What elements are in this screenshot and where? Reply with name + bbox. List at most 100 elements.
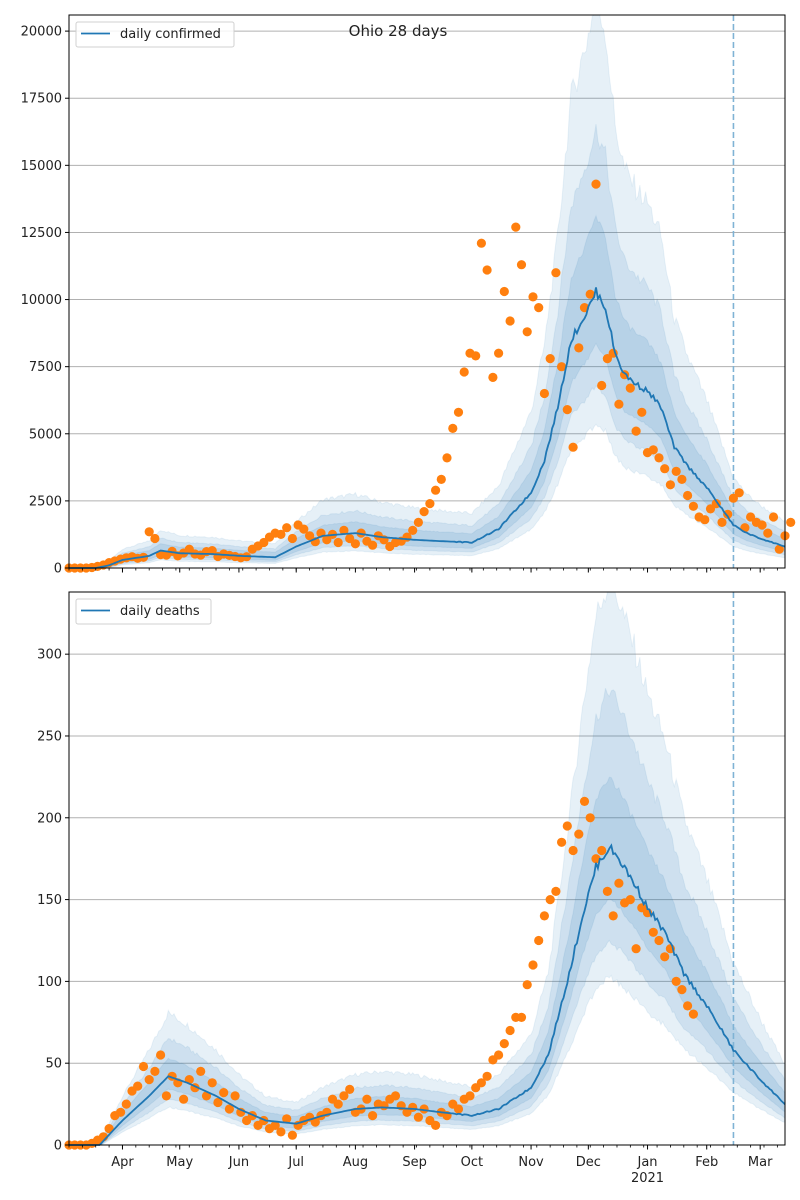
observed-point xyxy=(413,517,423,528)
observed-point xyxy=(597,380,607,391)
observed-point xyxy=(522,327,532,337)
observed-point xyxy=(522,980,532,990)
observed-point xyxy=(511,222,521,232)
observed-point xyxy=(505,316,515,326)
observed-point xyxy=(230,1091,240,1101)
observed-point xyxy=(219,1088,229,1098)
observed-point xyxy=(505,1025,515,1036)
x-tick-year-label: 2021 xyxy=(631,1171,664,1186)
observed-point xyxy=(196,1066,206,1076)
observed-point xyxy=(660,464,670,474)
observed-point xyxy=(516,260,527,270)
observed-point xyxy=(482,1071,492,1081)
observed-point xyxy=(476,1078,486,1088)
observed-point xyxy=(333,537,343,548)
observed-point xyxy=(631,426,641,436)
observed-point xyxy=(723,509,733,519)
deaths-legend-box xyxy=(75,598,212,625)
y-tick-label: 5000 xyxy=(29,427,62,442)
observed-point xyxy=(305,531,315,541)
observed-point xyxy=(683,1001,693,1011)
deaths-legend: daily deaths xyxy=(75,598,212,625)
x-tick-label: May xyxy=(166,1155,193,1170)
observed-point xyxy=(144,527,154,537)
observed-point xyxy=(591,179,601,189)
observed-point xyxy=(763,528,773,538)
observed-point xyxy=(648,445,658,455)
observed-point xyxy=(333,1099,343,1109)
observed-point xyxy=(471,351,481,361)
observed-point xyxy=(282,1114,292,1124)
observed-point xyxy=(368,540,378,550)
cases-legend-box xyxy=(75,21,235,48)
observed-point xyxy=(287,1130,297,1140)
observed-point xyxy=(734,488,744,498)
y-tick-label: 10000 xyxy=(21,293,62,308)
observed-point xyxy=(654,453,664,463)
observed-point xyxy=(602,886,613,897)
deaths-legend-label: daily deaths xyxy=(120,604,200,619)
observed-point xyxy=(476,238,486,248)
observed-point xyxy=(545,354,555,364)
observed-point xyxy=(482,265,492,275)
observed-point xyxy=(207,546,217,556)
observed-point xyxy=(465,1091,475,1101)
y-tick-label: 150 xyxy=(37,893,62,908)
y-tick-label: 300 xyxy=(37,648,62,663)
observed-point xyxy=(282,523,292,533)
observed-point xyxy=(453,1104,464,1114)
y-tick-label: 200 xyxy=(37,811,62,826)
observed-point xyxy=(625,895,635,905)
observed-point xyxy=(459,367,469,377)
deaths-axes: 0 50 100 150 200 250 300 Apr May Jun Jul Aug Sep Oct… xyxy=(37,591,786,1186)
observed-point xyxy=(786,517,796,528)
observed-point xyxy=(654,935,664,946)
observed-point xyxy=(677,985,687,995)
x-tick-label: Aug xyxy=(343,1155,368,1170)
observed-point xyxy=(368,1111,378,1121)
observed-point xyxy=(625,383,635,393)
observed-point xyxy=(144,1075,154,1085)
observed-point xyxy=(339,1091,349,1101)
deaths-y-ticks: 0 50 100 150 200 250 300 xyxy=(37,648,69,1154)
observed-point xyxy=(585,289,595,299)
x-tick-label: Nov xyxy=(518,1155,544,1170)
y-tick-label: 100 xyxy=(37,975,62,990)
observed-point xyxy=(574,829,584,839)
observed-point xyxy=(287,533,297,544)
deaths-median-line xyxy=(69,843,786,1146)
median-line xyxy=(69,287,786,569)
observed-point xyxy=(453,407,464,417)
observed-point xyxy=(448,423,458,433)
x-tick-label: Oct xyxy=(461,1155,483,1170)
observed-point xyxy=(201,1091,212,1101)
observed-point xyxy=(431,485,441,495)
y-tick-label: 0 xyxy=(54,1139,62,1154)
observed-point xyxy=(539,911,550,921)
chart-title: Ohio 28 days xyxy=(349,22,448,40)
x-tick-label: Sep xyxy=(402,1155,427,1170)
observed-point xyxy=(350,539,360,549)
observed-point xyxy=(408,525,418,536)
deaths-axes-frame xyxy=(68,591,786,1146)
cases-legend: daily confirmed xyxy=(75,21,235,48)
observed-point xyxy=(499,286,509,297)
observed-point xyxy=(534,935,544,946)
y-tick-label: 0 xyxy=(54,562,62,577)
deaths-observed-points xyxy=(64,796,699,1150)
y-tick-label: 2500 xyxy=(29,494,62,509)
observed-point xyxy=(614,878,624,888)
observed-point xyxy=(516,1012,527,1023)
observed-point xyxy=(557,362,567,372)
x-tick-label: Feb xyxy=(695,1155,718,1170)
observed-point xyxy=(436,474,446,484)
observed-point xyxy=(138,1061,149,1072)
observed-point xyxy=(568,845,578,856)
observed-point xyxy=(133,1081,143,1091)
observed-point xyxy=(562,405,572,415)
x-tick-label: Jan xyxy=(637,1155,658,1170)
y-tick-label: 12500 xyxy=(21,226,62,241)
x-tick-label: Dec xyxy=(576,1155,601,1170)
